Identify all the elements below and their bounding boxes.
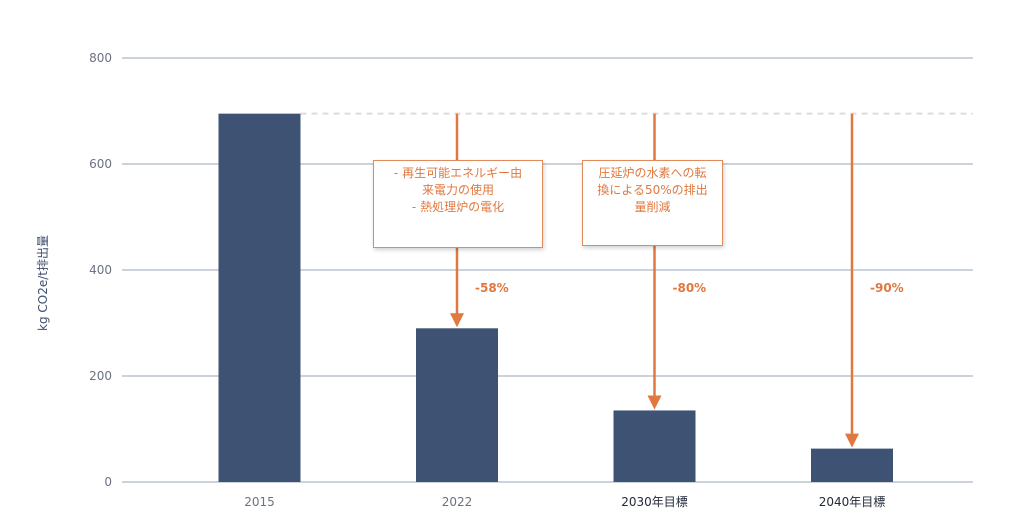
y-tick-label: 800 bbox=[89, 51, 112, 65]
y-axis-label: kg CO2e/t排出量 bbox=[36, 235, 50, 331]
y-tick-label: 600 bbox=[89, 157, 112, 171]
annotation-box-2030: 圧延炉の水素への転 換による50%の排出 量削減 bbox=[582, 160, 723, 246]
bar-3 bbox=[811, 448, 893, 482]
reduction-percentage-label: -80% bbox=[673, 281, 707, 295]
x-category-labels: 2015 2022 2030年目標 2040年目標 bbox=[244, 495, 885, 509]
reduction-percentage-label: -90% bbox=[870, 281, 904, 295]
x-category-label: 2022 bbox=[442, 495, 473, 509]
reduction-labels: -58% -80% -90% bbox=[475, 281, 904, 295]
reduction-percentage-label: -58% bbox=[475, 281, 509, 295]
bar-2 bbox=[613, 410, 696, 482]
bars bbox=[218, 113, 893, 483]
bar-1 bbox=[416, 328, 498, 482]
reduction-arrowhead bbox=[450, 313, 464, 328]
y-tick-label: 0 bbox=[104, 475, 112, 489]
y-tick-label: 200 bbox=[89, 369, 112, 383]
reduction-arrowhead bbox=[647, 395, 662, 410]
annotation-box-2022: - 再生可能エネルギー由 来電力の使用 - 熱処理炉の電化 bbox=[373, 160, 543, 248]
annotation-line: - 熱処理炉の電化 bbox=[411, 200, 505, 214]
annotation-line: 量削減 bbox=[634, 200, 671, 214]
reduction-arrowhead bbox=[845, 433, 859, 448]
annotation-line: 換による50%の排出 bbox=[597, 183, 708, 197]
bar-0 bbox=[218, 113, 301, 483]
annotation-line: 圧延炉の水素への転 bbox=[598, 166, 707, 180]
x-category-label: 2015 bbox=[244, 495, 275, 509]
annotation-line: 来電力の使用 bbox=[421, 183, 494, 197]
y-tick-label: 400 bbox=[89, 263, 112, 277]
annotation-line: - 再生可能エネルギー由 bbox=[393, 166, 523, 180]
x-category-label: 2040年目標 bbox=[819, 495, 886, 509]
y-tick-labels: 0 200 400 600 800 bbox=[89, 51, 112, 489]
x-category-label: 2030年目標 bbox=[621, 495, 688, 509]
